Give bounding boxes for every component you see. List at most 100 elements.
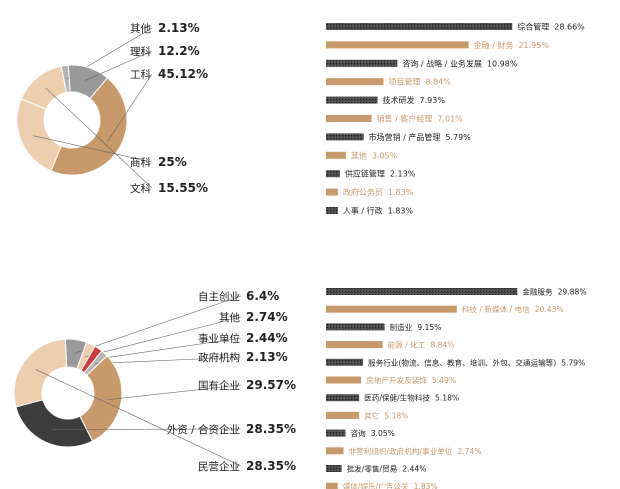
bar-category-label-5: 销售 / 客户经理 7.01% bbox=[377, 114, 464, 124]
bar-7 bbox=[326, 411, 360, 419]
slice-label-2: 事业单位 bbox=[198, 332, 240, 345]
bar-category-label-3: 项目管理 8.84% bbox=[388, 77, 451, 87]
bar-value-2: 10.98% bbox=[487, 59, 518, 68]
bar-4 bbox=[326, 358, 364, 366]
bar-4 bbox=[326, 96, 378, 104]
bar-category-9: 政府公务员 bbox=[343, 187, 383, 197]
slice-value-4: 15.55% bbox=[158, 181, 208, 195]
bar-category-label-9: 非营利组织/政府机构/事业单位 2.74% bbox=[349, 446, 482, 456]
donut-slice-4 bbox=[20, 65, 68, 110]
bar-value-0: 29.88% bbox=[558, 288, 587, 297]
bar-category-label-6: 市场营销 / 产品管理 5.79% bbox=[369, 132, 472, 142]
slice-label-0: 自主创业 bbox=[198, 290, 240, 303]
bar-category-8: 咨询 bbox=[351, 428, 367, 438]
bar-category-label-11: 媒体/娱乐/广告公关 1.83% bbox=[343, 481, 438, 489]
slice-value-3: 2.13% bbox=[246, 350, 288, 364]
donut-chart-employer-types: 自主创业 6.4% 其他 2.74% 事业单位 2.44% 政府机构 2.13% 国有企业 29.… bbox=[13, 289, 296, 473]
bar-2 bbox=[326, 323, 385, 331]
bar-category-4: 服务行业(物流、信息、教育、培训、外包、交通运输等) bbox=[368, 357, 556, 367]
slice-label-5: 外资 / 合资企业 bbox=[167, 423, 240, 436]
bar-value-4: 7.93% bbox=[420, 96, 446, 105]
bar-value-1: 21.95% bbox=[518, 41, 549, 50]
bar-category-0: 金融服务 bbox=[522, 287, 553, 297]
bar-value-8: 3.05% bbox=[371, 429, 395, 438]
bar-11 bbox=[326, 482, 338, 489]
slice-value-3: 25% bbox=[158, 155, 187, 169]
bar-9 bbox=[326, 447, 344, 455]
bar-category-7: 其它 bbox=[364, 410, 379, 420]
bar-value-10: 2.44% bbox=[402, 465, 426, 474]
slice-label-6: 民营企业 bbox=[198, 460, 240, 473]
bar-category-label-4: 服务行业(物流、信息、教育、培训、外包、交通运输等) 5.79% bbox=[368, 357, 585, 367]
bar-category-7: 其他 bbox=[351, 150, 367, 160]
donut-slice-2 bbox=[50, 77, 128, 176]
bar-value-11: 1.83% bbox=[414, 482, 438, 489]
bar-chart-industries: 金融服务 29.88% 科技 / 新媒体 / 电信 20.43% 制造业 9.15% 能源 … bbox=[326, 287, 587, 489]
bar-value-9: 2.74% bbox=[457, 447, 481, 456]
bar-category-6: 医药/保健/生物科技 bbox=[364, 393, 430, 403]
bar-category-label-9: 政府公务员 1.83% bbox=[343, 187, 414, 197]
bar-value-6: 5.79% bbox=[445, 133, 471, 142]
leader-line-1 bbox=[84, 316, 242, 358]
bar-value-10: 1.83% bbox=[388, 207, 414, 216]
leader-line-3 bbox=[33, 135, 153, 163]
bar-category-4: 技术研发 bbox=[383, 95, 415, 105]
bar-category-label-5: 房地产开发及装饰 5.49% bbox=[366, 375, 456, 385]
bar-category-label-7: 其他 3.05% bbox=[351, 150, 398, 160]
bar-6 bbox=[326, 133, 364, 141]
bar-value-5: 5.49% bbox=[432, 376, 456, 385]
bar-value-9: 1.83% bbox=[388, 188, 414, 197]
bar-category-10: 批发/零售/贸易 bbox=[347, 464, 398, 474]
bar-category-2: 咨询 / 战略 / 业务发展 bbox=[402, 58, 482, 68]
bar-0 bbox=[326, 23, 513, 30]
slice-value-6: 28.35% bbox=[246, 459, 296, 473]
bar-8 bbox=[326, 429, 346, 437]
bar-chart-functions: 综合管理 28.66% 金融 / 财务 21.95% 咨询 / 战略 / 业务发展 10.… bbox=[326, 22, 585, 216]
slice-value-1: 2.74% bbox=[246, 310, 288, 324]
bar-1 bbox=[326, 305, 457, 313]
bar-category-label-3: 能源 / 化工 8.84% bbox=[388, 340, 455, 350]
bar-0 bbox=[326, 288, 518, 295]
donut-slice-5 bbox=[15, 399, 94, 448]
bar-value-5: 7.01% bbox=[437, 115, 463, 124]
bar-3 bbox=[326, 341, 383, 349]
leader-line-2 bbox=[90, 337, 242, 361]
slice-label-3: 政府机构 bbox=[198, 351, 240, 364]
bar-category-5: 房地产开发及装饰 bbox=[366, 375, 427, 385]
leader-line-5 bbox=[51, 428, 242, 430]
slice-label-4: 国有企业 bbox=[198, 379, 240, 392]
bar-category-label-8: 咨询 3.05% bbox=[351, 428, 395, 438]
bar-category-1: 金融 / 财务 bbox=[474, 40, 514, 50]
slice-value-1: 12.2% bbox=[158, 44, 200, 58]
leader-line-4 bbox=[45, 87, 153, 189]
bar-1 bbox=[326, 41, 469, 49]
bar-category-label-7: 其它 5.18% bbox=[364, 410, 408, 420]
slice-label-1: 理科 bbox=[130, 45, 151, 58]
bar-value-3: 8.84% bbox=[430, 341, 454, 350]
bar-category-label-4: 技术研发 7.93% bbox=[383, 95, 446, 105]
bar-category-1: 科技 / 新媒体 / 电信 bbox=[462, 304, 530, 314]
bar-category-label-1: 科技 / 新媒体 / 电信 20.43% bbox=[462, 304, 564, 314]
bar-9 bbox=[326, 188, 338, 196]
bar-category-label-6: 医药/保健/生物科技 5.18% bbox=[364, 393, 459, 403]
bar-10 bbox=[326, 465, 342, 472]
bar-category-label-2: 咨询 / 战略 / 业务发展 10.98% bbox=[402, 58, 517, 68]
leader-line-1 bbox=[84, 50, 153, 81]
bar-category-6: 市场营销 / 产品管理 bbox=[369, 132, 441, 142]
bar-category-8: 供应链管理 bbox=[345, 169, 385, 179]
bar-5 bbox=[326, 376, 362, 384]
bar-category-label-0: 综合管理 28.66% bbox=[517, 22, 585, 32]
bar-category-0: 综合管理 bbox=[517, 22, 549, 32]
leader-line-0 bbox=[73, 295, 242, 354]
bar-category-label-8: 供应链管理 2.13% bbox=[345, 169, 416, 179]
slice-value-0: 6.4% bbox=[246, 289, 279, 303]
bar-value-2: 9.15% bbox=[417, 323, 441, 332]
bar-category-3: 能源 / 化工 bbox=[388, 340, 426, 350]
bar-category-label-1: 金融 / 财务 21.95% bbox=[474, 40, 550, 50]
slice-label-4: 文科 bbox=[130, 182, 151, 195]
bar-7 bbox=[326, 151, 346, 159]
bar-6 bbox=[326, 394, 360, 402]
leader-line-6 bbox=[35, 369, 242, 467]
bar-category-9: 非营利组织/政府机构/事业单位 bbox=[349, 446, 453, 456]
